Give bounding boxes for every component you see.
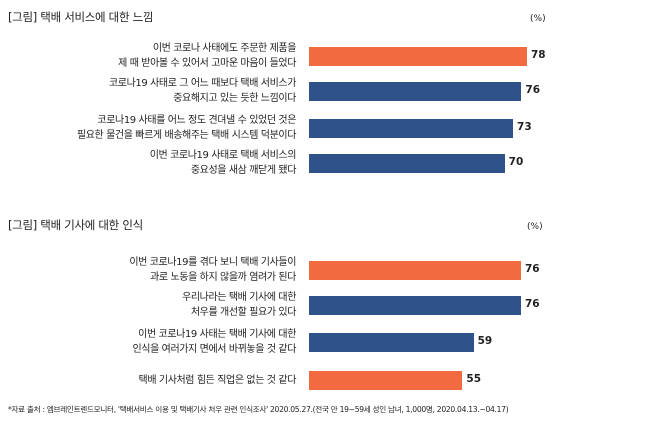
category-label-line: 코로나19 사태를 어느 정도 견뎌낼 수 있었던 것은 [97,115,296,126]
value-label: 76 [525,84,541,96]
category-label-line: 과로 노동을 하지 않을까 염려가 된다 [150,272,296,283]
bar [309,370,463,390]
value-label: 55 [466,373,482,385]
unit-label: (%) [530,14,546,24]
category-label: 택배 기사처럼 힘든 직업은 없는 것 같다 [138,373,297,388]
category-label-line: 코로나19 사태로 그 어느 때보다 택배 서비스가 [109,78,296,89]
category-label-line: 인식을 여러가지 면에서 바뀌놓을 것 같다 [132,344,297,355]
category-label-line: 제 때 받아볼 수 있어서 고마운 마음이 들었다 [118,58,296,69]
chart-title: [그림] 택배 기사에 대한 인식 [8,218,143,232]
category-label-line: 택배 기사처럼 힘든 직업은 없는 것 같다 [138,374,297,386]
value-label: 76 [525,263,540,275]
bar [309,295,521,315]
category-label-line: 이번 코로나19 사태로 택배 서비스의 [149,150,297,161]
bar [309,118,514,138]
category-label-line: 우리나라는 택배 기사에 대한 [182,292,296,303]
bar [309,46,527,66]
source-note: *자료 출처 : 엠브레인트렌드모니터, '택배서비스 이용 및 택배기사 처우… [8,405,509,414]
unit-label: (%) [527,222,543,232]
value-label: 59 [477,335,493,347]
bar [309,260,521,280]
value-label: 76 [525,298,540,310]
category-label-line: 중요해지고 있는 듯한 느낌이다 [173,93,296,104]
category-label-line: 이번 코로나19를 겪다 보니 택배 기사들이 [129,257,296,268]
value-label: 73 [517,121,532,133]
value-label: 70 [508,156,524,168]
chart-title: [그림] 택배 서비스에 대한 느낌 [8,10,154,24]
bar [309,81,522,101]
value-label: 78 [531,49,546,61]
category-label-line: 이번 코로나19 사태는 택배 기사에 대한 [138,329,296,340]
category-label-line: 필요한 물건을 빠르게 배송해주는 택배 시스템 덕분이다 [76,130,296,141]
category-label-line: 처우를 개선할 필요가 있다 [190,307,297,318]
category-label-line: 중요성을 새삼 깨닫게 됐다 [190,165,297,176]
bar [309,153,505,173]
bar [309,332,474,352]
category-label-line: 이번 코로나 사태에도 주문한 제품을 [152,43,297,54]
